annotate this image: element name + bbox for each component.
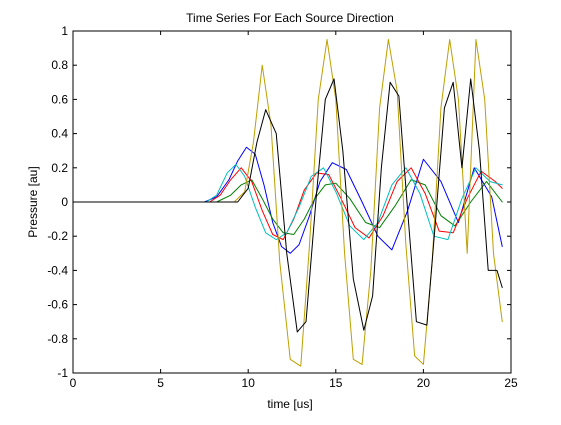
series-group [72,39,503,367]
y-tick-label: 0.6 [51,92,68,106]
series-line-6 [72,78,503,333]
y-tick-label: 0 [61,195,68,209]
x-tick-label: 0 [70,376,77,390]
x-tick-label: 10 [242,376,256,390]
y-tick-label: -0.2 [47,229,68,243]
ticks-group: 0 5 10 15 20 25 -1 -0.8 -0.6 -0.4 -0.2 0 0.2 0.4 0.6 0.… [47,24,518,390]
axes-frame [72,30,512,374]
x-tick-label: 15 [329,376,343,390]
y-tick-label: 0.2 [51,161,68,175]
y-tick-label: -0.8 [47,332,68,346]
y-tick-label: 1 [61,24,68,38]
y-axis-label: Pressure [au] [26,166,40,237]
y-tick-label: -0.6 [47,298,68,312]
y-tick-label: -0.4 [47,263,68,277]
series-line-4 [72,163,503,241]
x-tick-label: 20 [417,376,431,390]
series-line-5 [72,39,503,367]
chart-title: Time Series For Each Source Direction [186,11,394,25]
x-tick-label: 25 [504,376,518,390]
x-tick-label: 5 [157,376,164,390]
y-tick-label: 0.4 [51,127,68,141]
y-tick-label: 0.8 [51,58,68,72]
x-axis-label: time [us] [267,397,312,411]
y-tick-label: -1 [57,366,68,380]
